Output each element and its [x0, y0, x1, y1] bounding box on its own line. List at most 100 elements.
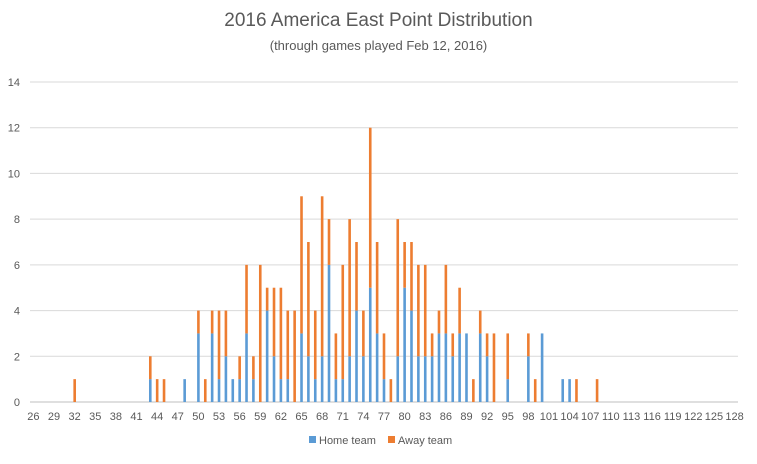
- bar-away-team: [403, 242, 406, 288]
- bar-away-team: [272, 287, 276, 357]
- x-tick-label: 104: [560, 411, 578, 423]
- x-tick-label: 119: [664, 411, 682, 423]
- y-tick-label: 12: [8, 123, 20, 135]
- bar-away-team: [458, 287, 461, 334]
- bar-away-team: [320, 196, 324, 357]
- bar-home-team: [231, 379, 235, 402]
- x-tick-label: 122: [684, 411, 702, 423]
- legend-swatch-home-team: [309, 436, 316, 443]
- x-tick-label: 47: [172, 411, 184, 423]
- bar-away-team: [155, 379, 159, 402]
- y-tick-label: 0: [14, 397, 20, 409]
- bar-away-team: [341, 264, 345, 380]
- bar-home-team: [327, 264, 331, 402]
- bar-home-team: [252, 379, 255, 402]
- x-tick-label: 77: [378, 411, 390, 423]
- bar-away-team: [382, 333, 386, 380]
- bar-home-team: [437, 333, 441, 402]
- bar-home-team: [320, 356, 324, 402]
- bar-away-team: [73, 379, 76, 402]
- y-tick-label: 8: [14, 214, 20, 226]
- bar-away-team: [485, 333, 489, 357]
- bar-away-team: [437, 310, 441, 334]
- x-tick-label: 35: [89, 411, 101, 423]
- bar-home-team: [561, 379, 565, 402]
- bar-away-team: [252, 356, 255, 380]
- bar-home-team: [417, 356, 420, 402]
- x-tick-label: 41: [130, 411, 142, 423]
- bar-home-team: [382, 379, 386, 402]
- bar-away-team: [293, 310, 296, 402]
- bar-home-team: [465, 333, 468, 402]
- bar-home-team: [148, 379, 152, 402]
- bar-away-team: [348, 219, 351, 357]
- x-tick-label: 95: [502, 411, 514, 423]
- bar-away-team: [327, 219, 331, 265]
- bar-home-team: [355, 310, 358, 402]
- x-tick-label: 53: [213, 411, 225, 423]
- bar-home-team: [410, 310, 413, 402]
- x-tick-label: 38: [110, 411, 122, 423]
- legend-label-away-team: Away team: [398, 435, 452, 447]
- bar-home-team: [368, 287, 372, 402]
- bar-away-team: [279, 287, 283, 380]
- x-tick-label: 98: [522, 411, 534, 423]
- bar-home-team: [313, 379, 317, 402]
- bar-home-team: [286, 379, 290, 402]
- bar-away-team: [162, 379, 166, 402]
- bar-home-team: [272, 356, 276, 402]
- y-tick-label: 14: [8, 77, 20, 89]
- bar-home-team: [451, 356, 455, 402]
- bar-away-team: [527, 333, 530, 357]
- x-tick-label: 107: [581, 411, 599, 423]
- bar-home-team: [265, 310, 269, 402]
- bar-away-team: [334, 333, 338, 380]
- bar-away-team: [197, 310, 200, 334]
- bar-away-team: [238, 356, 241, 380]
- bar-away-team: [492, 333, 496, 402]
- bar-home-team: [506, 379, 510, 402]
- bar-away-team: [444, 264, 448, 334]
- bar-home-team: [217, 379, 221, 402]
- y-tick-label: 10: [8, 168, 20, 180]
- bar-home-team: [540, 333, 544, 402]
- bar-away-team: [478, 310, 482, 334]
- x-tick-label: 65: [295, 411, 307, 423]
- bar-away-team: [506, 333, 510, 380]
- bar-away-team: [375, 242, 379, 334]
- bar-away-team: [217, 310, 221, 380]
- bar-home-team: [527, 356, 530, 402]
- x-tick-label: 101: [540, 411, 558, 423]
- x-tick-label: 92: [481, 411, 493, 423]
- legend-label-home-team: Home team: [319, 435, 376, 447]
- bar-home-team: [300, 333, 303, 402]
- x-tick-label: 128: [725, 411, 743, 423]
- chart-title: 2016 America East Point Distribution: [224, 10, 533, 31]
- bar-home-team: [430, 356, 434, 402]
- bar-home-team: [210, 333, 214, 402]
- x-tick-label: 113: [623, 411, 641, 423]
- bar-home-team: [478, 333, 482, 402]
- bar-home-team: [334, 379, 338, 402]
- bar-home-team: [348, 356, 351, 402]
- bar-away-team: [410, 242, 413, 311]
- x-tick-label: 29: [48, 411, 60, 423]
- bar-home-team: [375, 333, 379, 402]
- bar-home-team: [307, 356, 310, 402]
- bar-away-team: [245, 264, 248, 334]
- bar-away-team: [148, 356, 152, 380]
- bar-away-team: [203, 379, 207, 402]
- x-tick-label: 116: [643, 411, 661, 423]
- x-tick-label: 110: [602, 411, 620, 423]
- x-tick-label: 80: [398, 411, 410, 423]
- bar-home-team: [362, 356, 365, 402]
- bar-home-team: [403, 287, 406, 402]
- chart-subtitle: (through games played Feb 12, 2016): [269, 38, 488, 53]
- bar-away-team: [286, 310, 290, 380]
- x-tick-label: 74: [357, 411, 369, 423]
- bar-home-team: [568, 379, 571, 402]
- bar-away-team: [472, 379, 475, 402]
- x-tick-label: 50: [192, 411, 204, 423]
- bar-away-team: [210, 310, 214, 334]
- x-tick-label: 86: [440, 411, 452, 423]
